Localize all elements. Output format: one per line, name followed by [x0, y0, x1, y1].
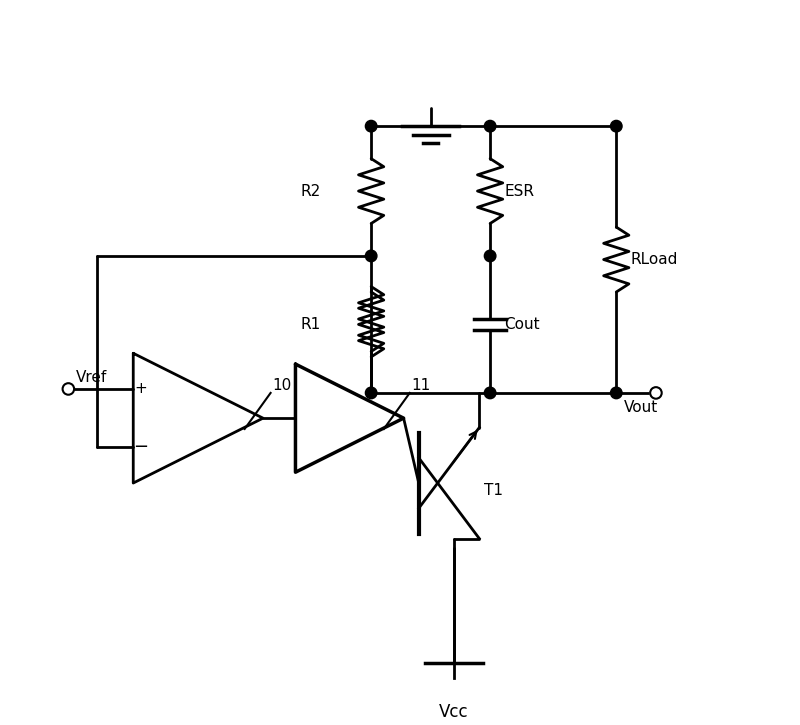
Text: +: + [134, 381, 147, 397]
Circle shape [366, 250, 377, 262]
Circle shape [484, 250, 496, 262]
Circle shape [610, 120, 622, 132]
Text: RLoad: RLoad [630, 252, 678, 267]
Text: Vout: Vout [623, 400, 658, 415]
Text: Vcc: Vcc [439, 703, 469, 721]
Text: ESR: ESR [505, 183, 534, 199]
Text: Cout: Cout [505, 317, 540, 332]
Text: −: − [133, 439, 148, 456]
Circle shape [366, 387, 377, 399]
Circle shape [610, 387, 622, 399]
Text: T1: T1 [484, 483, 503, 498]
Circle shape [62, 384, 74, 394]
Circle shape [484, 120, 496, 132]
Text: Vref: Vref [75, 370, 107, 386]
Text: 10: 10 [272, 378, 291, 393]
Text: 11: 11 [411, 378, 430, 393]
Text: R2: R2 [301, 183, 321, 199]
Circle shape [650, 387, 662, 399]
Text: R1: R1 [301, 317, 321, 332]
Circle shape [366, 120, 377, 132]
Circle shape [484, 387, 496, 399]
